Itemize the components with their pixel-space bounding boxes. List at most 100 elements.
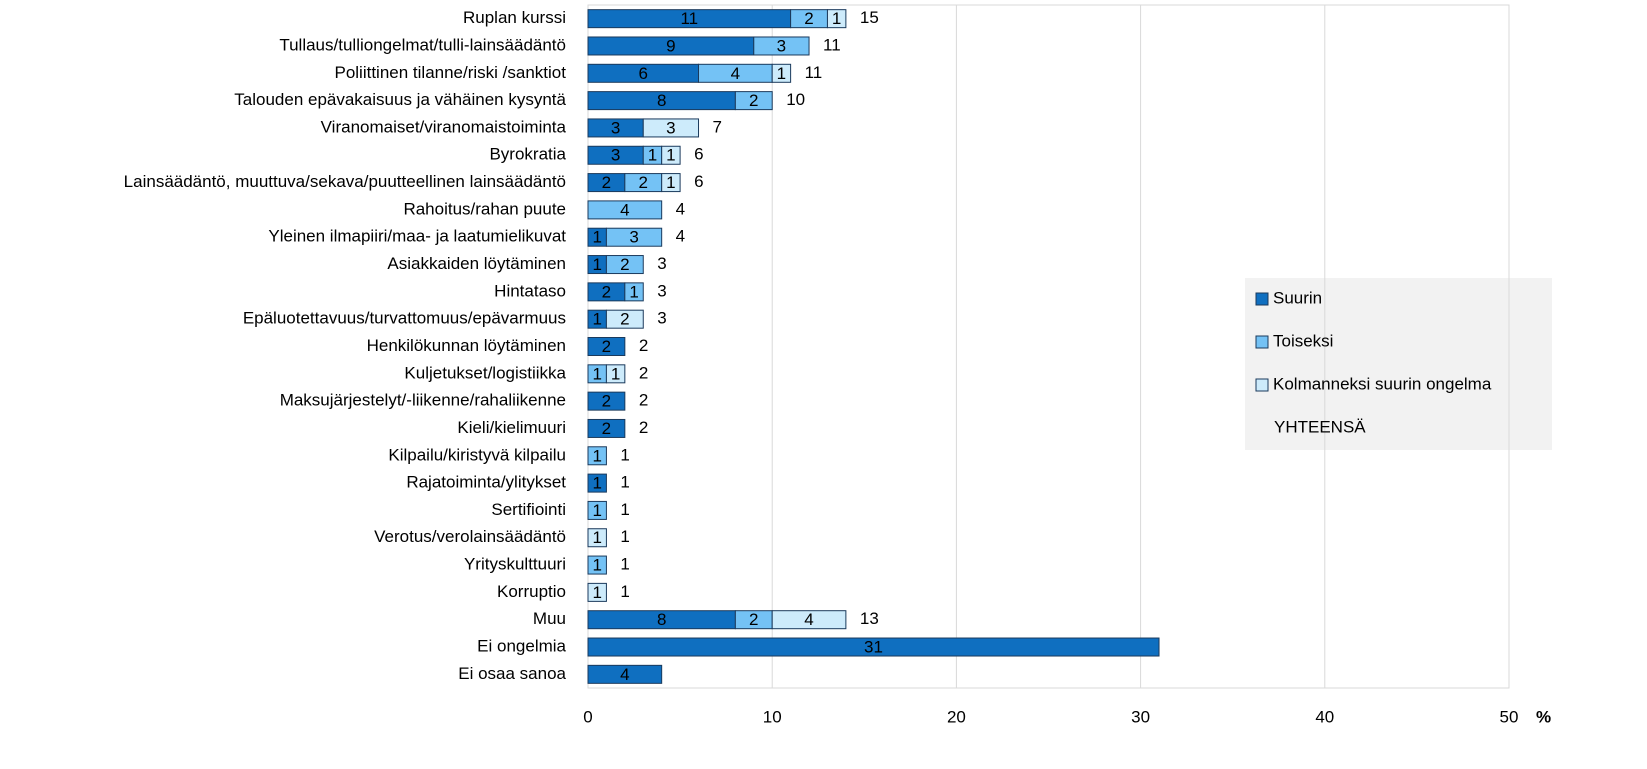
- data-label: 3: [611, 118, 620, 137]
- legend-label: Toiseksi: [1273, 331, 1333, 350]
- x-tick-label: 30: [1131, 707, 1150, 726]
- bar-segment: [587, 555, 607, 575]
- data-label: 3: [666, 118, 675, 137]
- total-label: 2: [639, 363, 648, 382]
- legend-box: [1245, 278, 1552, 450]
- data-label: 2: [602, 282, 611, 301]
- bar-segment: [661, 145, 681, 165]
- total-label: 11: [823, 35, 841, 54]
- legend-swatch: [1255, 292, 1269, 306]
- data-label: 1: [592, 228, 601, 247]
- bar-segment: [587, 337, 626, 356]
- data-label: 2: [602, 419, 611, 438]
- total-label: 1: [620, 555, 629, 574]
- legend-label: YHTEENSÄ: [1274, 417, 1366, 436]
- bar-segment: [587, 664, 663, 684]
- bar-segment: [771, 610, 847, 630]
- data-label: 1: [832, 9, 841, 28]
- bar-segment: [605, 364, 626, 384]
- legend-swatch: [1255, 335, 1269, 349]
- data-label: 1: [592, 583, 601, 602]
- data-label: 8: [657, 610, 666, 629]
- data-label: 2: [620, 255, 629, 274]
- y-tick-label: Talouden epävakaisuus ja vähäinen kysynt…: [234, 90, 566, 109]
- data-label: 9: [666, 36, 675, 55]
- data-label: 1: [592, 255, 601, 274]
- y-tick-label: Kuljetukset/logistiikka: [404, 363, 566, 382]
- y-tick-label: Poliittinen tilanne/riski /sanktiot: [334, 63, 566, 82]
- total-label: 3: [657, 254, 666, 273]
- data-label: 2: [602, 337, 611, 356]
- bar-segment: [753, 36, 810, 56]
- data-label: 2: [749, 610, 758, 629]
- bar-segment: [771, 63, 792, 83]
- legend-label: Kolmanneksi suurin ongelma: [1273, 374, 1492, 393]
- y-tick-label: Yrityskulttuuri: [464, 555, 566, 574]
- y-tick-label: Lainsäädäntö, muuttuva/sekava/puutteelli…: [124, 172, 566, 191]
- bar-segment: [661, 173, 681, 193]
- data-label: 8: [657, 91, 666, 110]
- data-label: 2: [749, 91, 758, 110]
- bar-segment: [605, 255, 644, 275]
- bar-segment: [587, 637, 1160, 657]
- data-label: 2: [602, 173, 611, 192]
- y-tick-label: Rajatoiminta/ylitykset: [406, 473, 566, 492]
- x-tick-label: 0: [583, 707, 592, 726]
- data-label: 2: [639, 173, 648, 192]
- bar-segment: [587, 418, 626, 438]
- y-tick-label: Rahoitus/rahan puute: [403, 199, 566, 218]
- y-tick-label: Henkilökunnan löytäminen: [367, 336, 566, 355]
- bar-segment: [605, 309, 644, 329]
- total-label: 1: [620, 582, 629, 601]
- data-label: 6: [639, 64, 648, 83]
- y-tick-label: Ei osaa sanoa: [458, 664, 566, 683]
- total-label: 4: [676, 227, 685, 246]
- data-label: 3: [777, 36, 786, 55]
- total-label: 3: [657, 309, 666, 328]
- y-tick-label: Viranomaiset/viranomaistoiminta: [321, 117, 567, 136]
- data-label: 4: [620, 665, 629, 684]
- data-label: 1: [592, 474, 601, 493]
- y-tick-label: Ruplan kurssi: [463, 8, 566, 27]
- bar-segment: [826, 9, 847, 29]
- data-label: 1: [629, 282, 638, 301]
- data-label: 1: [777, 64, 786, 83]
- data-label: 1: [611, 364, 620, 383]
- total-label: 3: [657, 281, 666, 300]
- total-label: 1: [620, 445, 629, 464]
- bar-segment: [642, 118, 700, 138]
- y-tick-label: Maksujärjestelyt/-liikenne/rahaliikenne: [280, 391, 566, 410]
- y-tick-label: Asiakkaiden löytäminen: [387, 254, 566, 273]
- total-label: 1: [620, 473, 629, 492]
- bar-segment: [587, 582, 607, 602]
- data-label: 1: [648, 146, 657, 165]
- data-label: 1: [666, 173, 675, 192]
- y-tick-label: Korruptio: [497, 582, 566, 601]
- data-label: 3: [629, 228, 638, 247]
- total-label: 7: [713, 117, 722, 136]
- total-label: 4: [676, 199, 685, 218]
- x-tick-label: 50: [1500, 707, 1519, 726]
- x-tick-label: 20: [947, 707, 966, 726]
- x-tick-label: 40: [1315, 707, 1334, 726]
- bar-segment: [734, 91, 773, 111]
- y-tick-label: Hintataso: [494, 281, 566, 300]
- y-tick-label: Tullaus/tulliongelmat/tulli-lainsäädäntö: [279, 35, 566, 54]
- x-tick-label: 10: [763, 707, 782, 726]
- data-label: 2: [602, 392, 611, 411]
- bar-segment: [587, 473, 607, 493]
- y-tick-label: Kieli/kielimuuri: [457, 418, 566, 437]
- data-label: 1: [592, 556, 601, 575]
- y-tick-label: Byrokratia: [489, 145, 566, 164]
- data-label: 4: [620, 200, 629, 219]
- y-tick-label: Ei ongelmia: [477, 637, 566, 656]
- bar-segment: [624, 282, 644, 302]
- y-tick-label: Yleinen ilmapiiri/maa- ja laatumielikuva…: [268, 227, 566, 246]
- total-label: 13: [860, 609, 879, 628]
- y-tick-label: Epäluotettavuus/turvattomuus/epävarmuus: [243, 309, 566, 328]
- total-label: 11: [805, 63, 823, 82]
- total-label: 6: [694, 145, 703, 164]
- total-label: 2: [639, 336, 648, 355]
- data-label: 3: [611, 146, 620, 165]
